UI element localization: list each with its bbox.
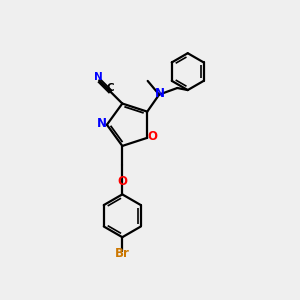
Text: Br: Br xyxy=(115,247,130,260)
Text: N: N xyxy=(97,117,106,130)
Text: N: N xyxy=(154,87,164,100)
Text: O: O xyxy=(117,175,127,188)
Text: C: C xyxy=(106,83,114,93)
Text: O: O xyxy=(148,130,158,143)
Text: N: N xyxy=(94,72,103,82)
